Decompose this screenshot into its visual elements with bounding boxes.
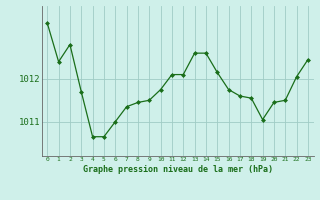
X-axis label: Graphe pression niveau de la mer (hPa): Graphe pression niveau de la mer (hPa) bbox=[83, 165, 273, 174]
